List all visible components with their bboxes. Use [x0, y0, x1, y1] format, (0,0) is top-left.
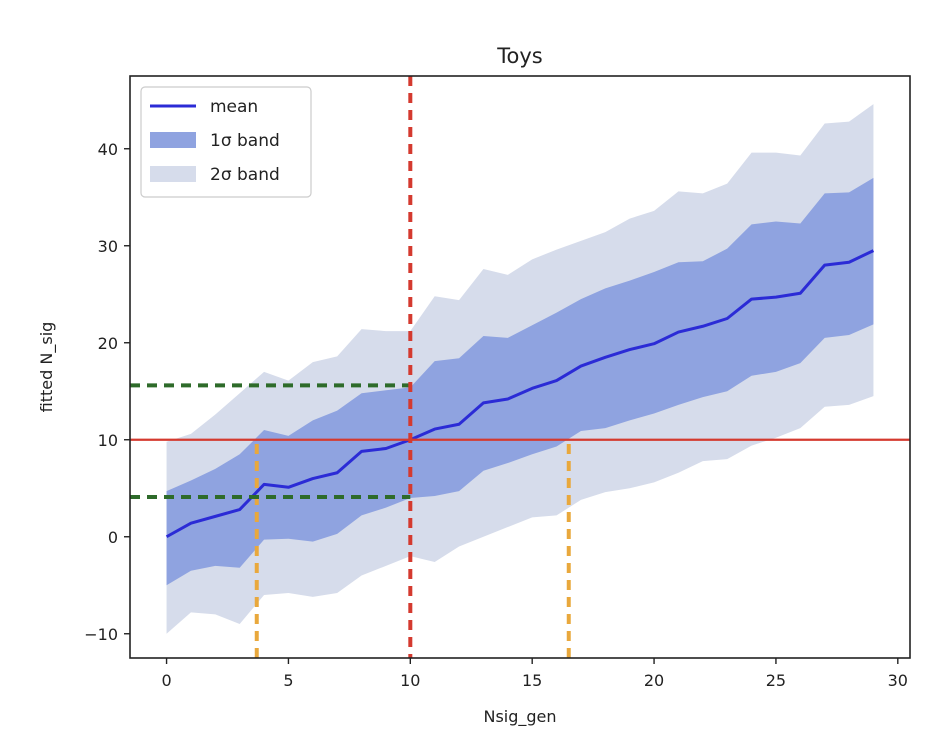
legend-2sigma-swatch — [150, 166, 196, 182]
x-axis-label: Nsig_gen — [483, 707, 556, 727]
mean-line — [165, 249, 875, 539]
y-tick-label: 10 — [98, 431, 118, 450]
axis-ticks: 0 5 10 15 20 25 30 −10 0 10 20 30 40 — [84, 140, 908, 690]
y-axis-label: fitted N_sig — [37, 322, 57, 413]
x-tick-label: 25 — [766, 671, 786, 690]
y-tick-label: 40 — [98, 140, 118, 159]
legend-1sigma-swatch — [150, 132, 196, 148]
x-tick-label: 5 — [283, 671, 293, 690]
y-tick-label: 30 — [98, 237, 118, 256]
axes-frame — [129, 75, 911, 659]
x-tick-label: 10 — [400, 671, 420, 690]
legend-2sigma-label: 2σ band — [210, 165, 280, 185]
x-tick-label: 20 — [644, 671, 664, 690]
x-tick-label: 30 — [888, 671, 908, 690]
y-tick-label: 0 — [108, 528, 118, 547]
legend-mean-label: mean — [210, 97, 258, 117]
x-tick-label: 15 — [522, 671, 542, 690]
y-tick-label: −10 — [84, 625, 118, 644]
legend: mean 1σ band 2σ band — [140, 86, 312, 198]
x-tick-label: 0 — [161, 671, 171, 690]
band-1sigma — [166, 177, 874, 586]
plot-area — [130, 76, 910, 658]
legend-1sigma-label: 1σ band — [210, 131, 280, 151]
y-tick-label: 20 — [98, 334, 118, 353]
chart-title: Toys — [496, 44, 542, 68]
